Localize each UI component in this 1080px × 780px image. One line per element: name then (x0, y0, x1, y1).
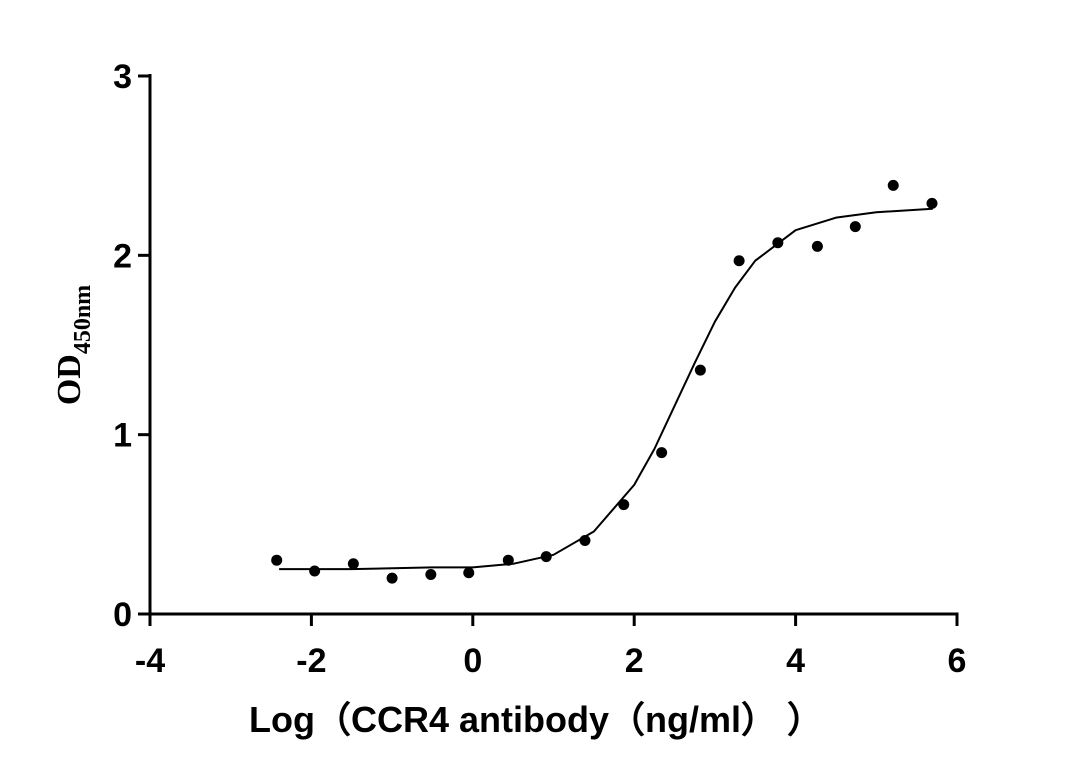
y-tick-label: 3 (113, 58, 132, 96)
data-point (463, 567, 475, 579)
y-axis-label: OD450nm (51, 285, 96, 405)
y-tick-label: 0 (113, 596, 132, 634)
data-point (656, 447, 668, 459)
y-axis-label-sub: 450nm (70, 285, 96, 354)
data-point (347, 558, 359, 570)
x-tick-label: 0 (463, 642, 482, 680)
fit-curve (279, 207, 933, 571)
data-point (694, 364, 706, 376)
data-point (425, 569, 437, 581)
data-point (811, 240, 823, 252)
y-tick-label: 1 (113, 417, 132, 455)
data-point (926, 197, 938, 209)
x-tick-label: 6 (948, 642, 967, 680)
data-point (502, 554, 514, 566)
data-point (271, 554, 283, 566)
x-tick-label: -4 (135, 642, 165, 680)
x-axis-label: Log（CCR4 antibody（ng/ml） ） (249, 699, 823, 740)
y-axis-label-main: OD (51, 354, 88, 405)
x-tick-label: -2 (296, 642, 326, 680)
data-point (309, 565, 321, 577)
data-point (887, 179, 899, 191)
y-axis-label-group: OD450nm (51, 285, 96, 405)
y-tick-label: 2 (113, 237, 132, 275)
x-tick-label: 4 (786, 642, 805, 680)
data-point (849, 221, 861, 233)
data-point (733, 255, 745, 267)
data-point (618, 499, 630, 511)
x-tick-label: 2 (625, 642, 644, 680)
data-point (386, 572, 398, 584)
